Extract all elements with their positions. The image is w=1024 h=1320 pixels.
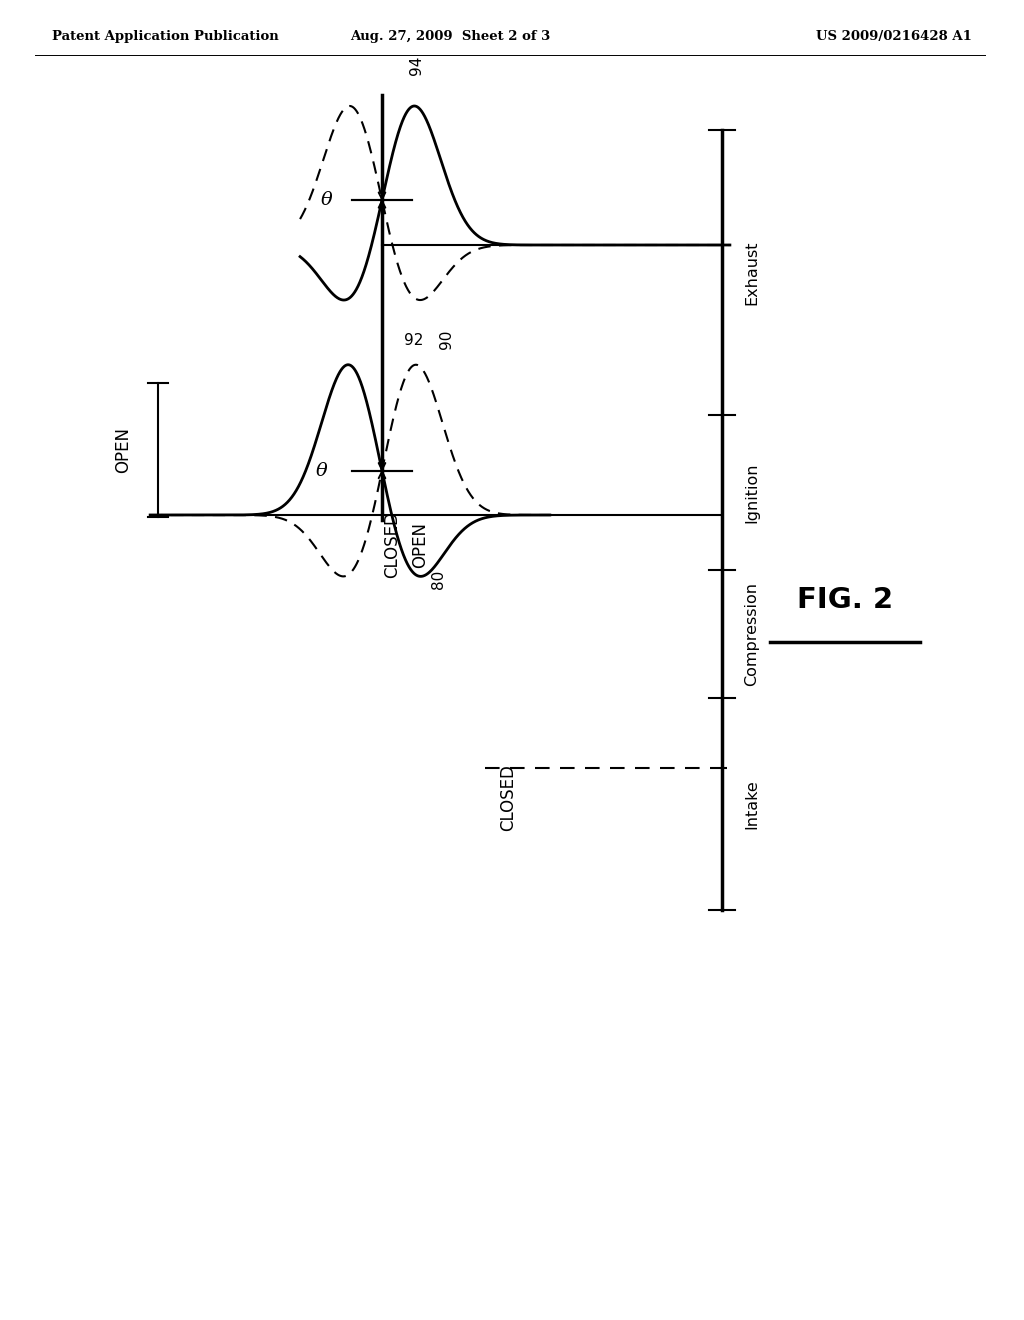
Text: CLOSED: CLOSED	[383, 512, 401, 578]
Text: θ: θ	[316, 462, 328, 479]
Text: OPEN: OPEN	[411, 521, 429, 568]
Text: 92: 92	[404, 333, 423, 348]
Text: OPEN: OPEN	[114, 428, 132, 473]
Text: Exhaust: Exhaust	[744, 240, 760, 305]
Text: θ: θ	[322, 191, 333, 209]
Text: Intake: Intake	[744, 779, 760, 829]
Text: Aug. 27, 2009  Sheet 2 of 3: Aug. 27, 2009 Sheet 2 of 3	[350, 30, 550, 44]
Text: Compression: Compression	[744, 582, 760, 686]
Text: Patent Application Publication: Patent Application Publication	[52, 30, 279, 44]
Text: FIG. 2: FIG. 2	[797, 586, 893, 614]
Text: 94: 94	[410, 55, 425, 75]
Text: US 2009/0216428 A1: US 2009/0216428 A1	[816, 30, 972, 44]
Text: CLOSED: CLOSED	[499, 764, 517, 832]
Text: 80: 80	[431, 570, 446, 589]
Text: Ignition: Ignition	[744, 462, 760, 523]
Text: 90: 90	[439, 330, 455, 350]
